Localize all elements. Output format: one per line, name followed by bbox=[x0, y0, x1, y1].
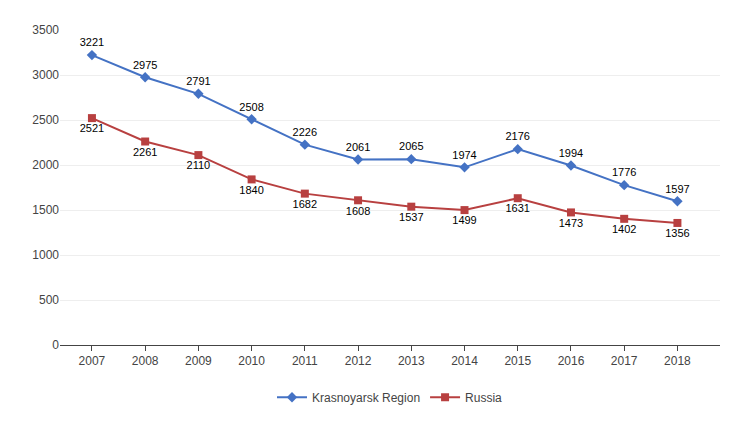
svg-text:2007: 2007 bbox=[79, 354, 106, 368]
svg-text:2521: 2521 bbox=[80, 122, 104, 134]
svg-text:1631: 1631 bbox=[505, 202, 529, 214]
svg-text:1597: 1597 bbox=[665, 183, 689, 195]
svg-text:2065: 2065 bbox=[399, 140, 423, 152]
svg-text:3221: 3221 bbox=[80, 36, 104, 48]
svg-text:2008: 2008 bbox=[132, 354, 159, 368]
svg-text:2013: 2013 bbox=[398, 354, 425, 368]
svg-text:1537: 1537 bbox=[399, 211, 423, 223]
svg-text:1499: 1499 bbox=[452, 214, 476, 226]
svg-text:2791: 2791 bbox=[186, 75, 210, 87]
svg-text:1994: 1994 bbox=[559, 147, 583, 159]
svg-text:1356: 1356 bbox=[665, 227, 689, 239]
svg-text:2975: 2975 bbox=[133, 59, 157, 71]
svg-text:2017: 2017 bbox=[611, 354, 638, 368]
svg-text:Krasnoyarsk Region: Krasnoyarsk Region bbox=[312, 391, 420, 405]
svg-text:2261: 2261 bbox=[133, 146, 157, 158]
svg-text:1776: 1776 bbox=[612, 166, 636, 178]
svg-text:3000: 3000 bbox=[32, 68, 59, 82]
svg-text:2500: 2500 bbox=[32, 113, 59, 127]
svg-text:2226: 2226 bbox=[293, 126, 317, 138]
svg-text:2000: 2000 bbox=[32, 158, 59, 172]
svg-text:2018: 2018 bbox=[664, 354, 691, 368]
svg-text:1608: 1608 bbox=[346, 205, 370, 217]
svg-text:3500: 3500 bbox=[32, 23, 59, 37]
svg-text:2176: 2176 bbox=[505, 130, 529, 142]
svg-text:2009: 2009 bbox=[185, 354, 212, 368]
svg-text:0: 0 bbox=[52, 338, 59, 352]
svg-text:2011: 2011 bbox=[292, 354, 318, 368]
svg-text:2015: 2015 bbox=[504, 354, 531, 368]
svg-text:1974: 1974 bbox=[452, 149, 476, 161]
svg-text:2010: 2010 bbox=[238, 354, 265, 368]
svg-text:2012: 2012 bbox=[345, 354, 372, 368]
svg-text:1402: 1402 bbox=[612, 223, 636, 235]
svg-text:2014: 2014 bbox=[451, 354, 478, 368]
svg-text:1682: 1682 bbox=[293, 198, 317, 210]
svg-text:2016: 2016 bbox=[558, 354, 585, 368]
svg-text:1500: 1500 bbox=[32, 203, 59, 217]
svg-text:2061: 2061 bbox=[346, 141, 370, 153]
svg-text:1840: 1840 bbox=[239, 184, 263, 196]
svg-text:2110: 2110 bbox=[187, 159, 211, 171]
svg-text:Russia: Russia bbox=[465, 391, 502, 405]
svg-text:2508: 2508 bbox=[239, 101, 263, 113]
svg-text:1473: 1473 bbox=[559, 217, 583, 229]
svg-text:500: 500 bbox=[39, 293, 59, 307]
svg-text:1000: 1000 bbox=[32, 248, 59, 262]
